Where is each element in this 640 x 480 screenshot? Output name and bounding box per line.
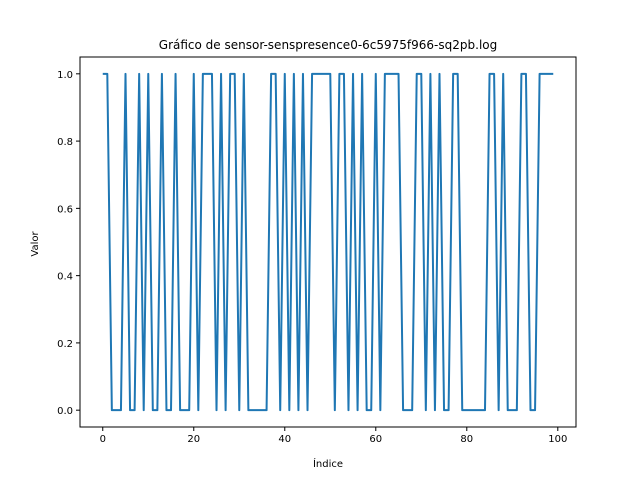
axes-frame	[79, 56, 577, 428]
x-axis-label: Índice	[313, 457, 343, 470]
y-tick-label: 0.4	[57, 272, 73, 283]
y-axis-label: Valor	[30, 231, 41, 257]
x-tick-label: 20	[187, 434, 200, 445]
chart-title: Gráfico de sensor-senspresence0-6c5975f9…	[159, 38, 497, 52]
y-tick-label: 1.0	[57, 70, 73, 81]
y-tick-label: 0.2	[57, 339, 73, 350]
plot-area	[102, 72, 554, 412]
y-tick-label: 0.8	[57, 137, 73, 148]
x-tick-label: 60	[369, 434, 382, 445]
x-tick-label: 40	[278, 434, 291, 445]
y-tick-label: 0.0	[57, 406, 73, 417]
x-axis-ticks: 0 20 40 60 80 100	[100, 427, 567, 445]
series-line-0	[102, 72, 554, 412]
x-tick-label: 80	[460, 434, 473, 445]
y-axis-ticks: 0.0 0.2 0.4 0.6 0.8 1.0	[57, 70, 80, 417]
x-tick-label: 100	[548, 434, 567, 445]
x-tick-label: 0	[100, 434, 106, 445]
y-tick-label: 0.6	[57, 204, 73, 215]
